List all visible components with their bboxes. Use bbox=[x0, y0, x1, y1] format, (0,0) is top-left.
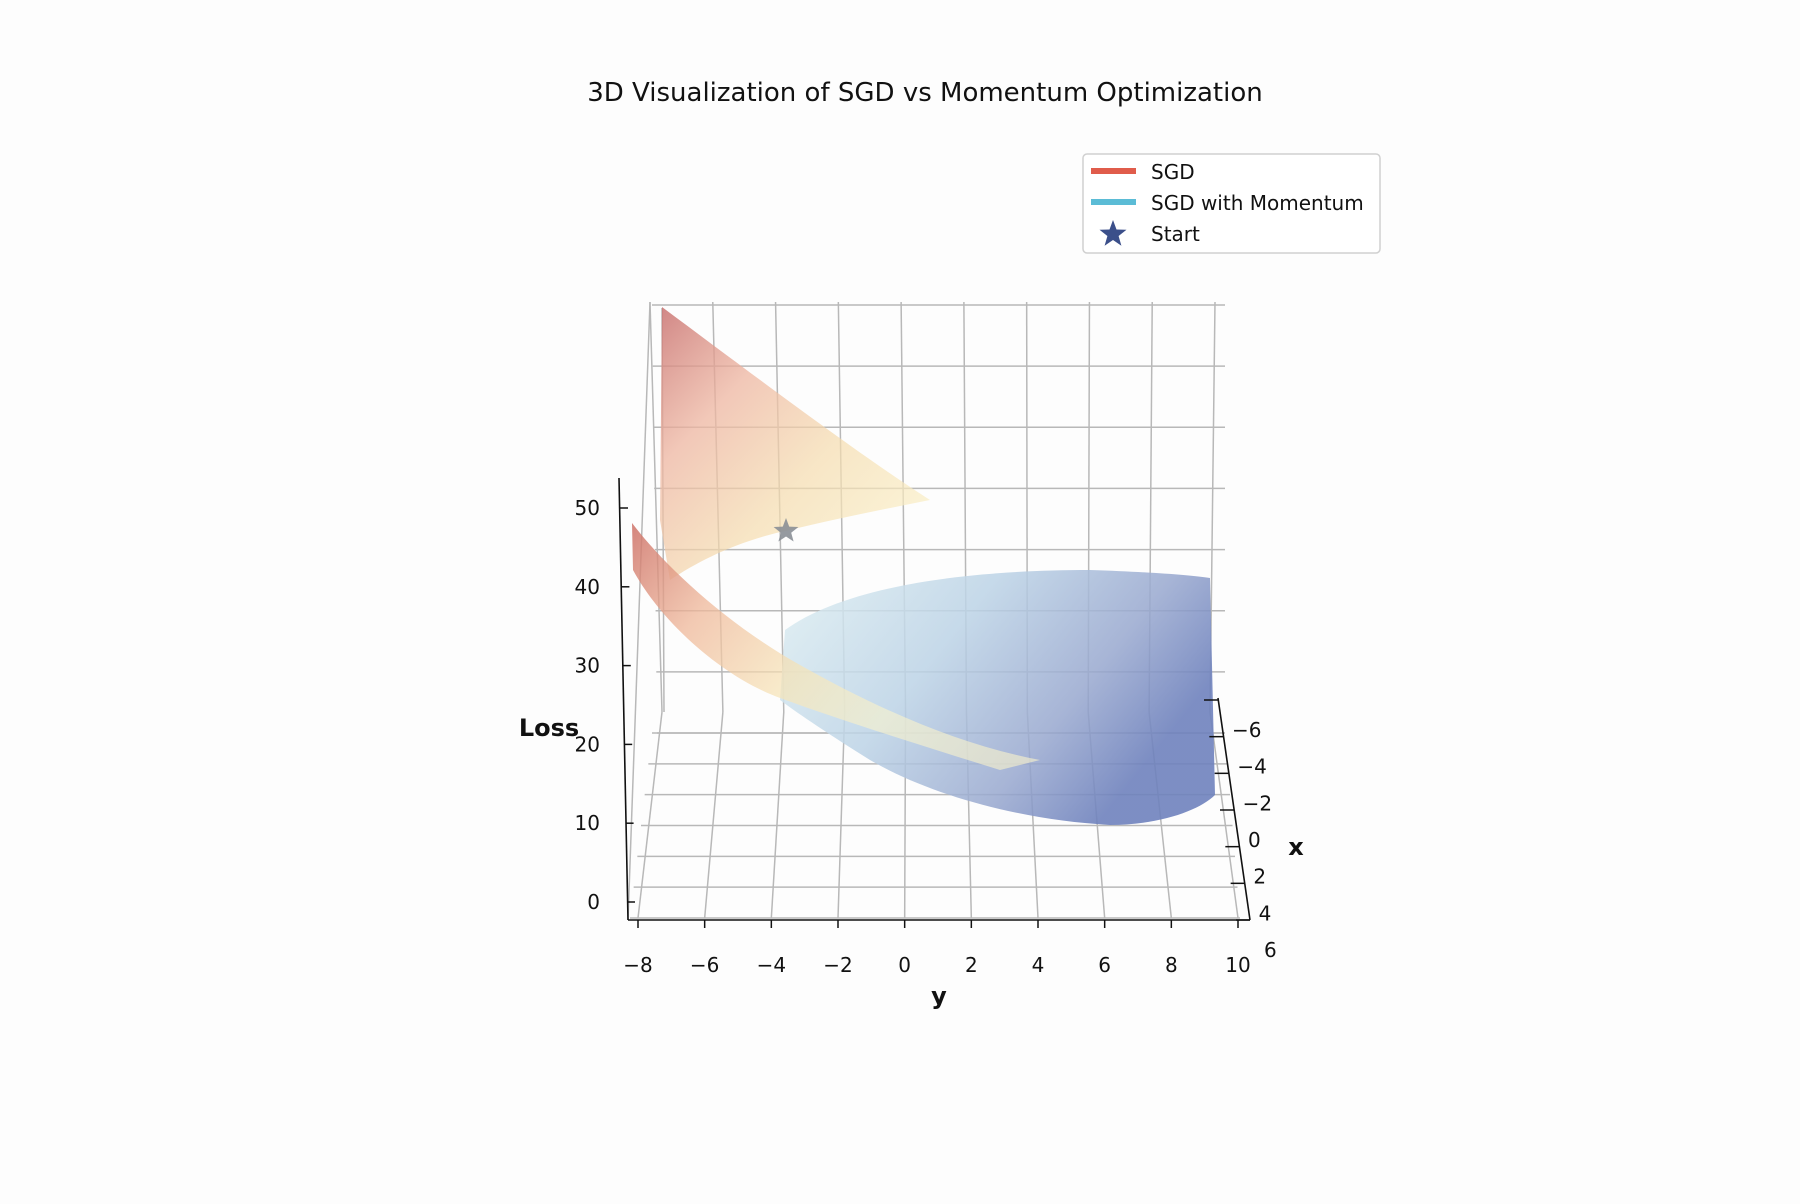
side-pane-edge bbox=[627, 301, 651, 921]
z-axis-label: Loss bbox=[519, 714, 579, 742]
y-ticks: −8 −6 −4 −2 0 2 4 6 8 10 bbox=[623, 920, 1251, 977]
legend: SGD SGD with Momentum Start bbox=[1082, 153, 1381, 254]
y-tick-label: 8 bbox=[1165, 953, 1178, 977]
y-tick-label: 4 bbox=[1032, 953, 1045, 977]
y-tick-label: −6 bbox=[690, 953, 719, 977]
legend-box bbox=[1082, 153, 1381, 254]
x-ticks: −6 −4 −2 0 2 4 6 bbox=[1204, 699, 1277, 962]
x-axis-label: x bbox=[1288, 833, 1304, 861]
x-tick-label: −4 bbox=[1237, 755, 1266, 779]
legend-start-star-icon bbox=[1099, 220, 1127, 246]
z-tick-label: 30 bbox=[575, 654, 600, 678]
y-axis-label: y bbox=[931, 982, 947, 1010]
floor-grid-line bbox=[703, 711, 724, 919]
x-tick-label: −6 bbox=[1232, 718, 1261, 742]
x-tick-label: −2 bbox=[1243, 791, 1272, 815]
legend-start-label: Start bbox=[1151, 222, 1200, 246]
y-tick-label: 0 bbox=[898, 953, 911, 977]
y-tick-label: −8 bbox=[623, 953, 652, 977]
floor-grid-line bbox=[770, 711, 785, 919]
y-tick-label: 10 bbox=[1225, 953, 1250, 977]
legend-sgd-label: SGD bbox=[1151, 160, 1195, 184]
x-tick-label: 6 bbox=[1264, 938, 1277, 962]
y-tick-label: −4 bbox=[757, 953, 786, 977]
z-tick-label: 40 bbox=[575, 575, 600, 599]
momentum-surface bbox=[780, 570, 1215, 825]
z-tick-label: 10 bbox=[575, 811, 600, 835]
y-tick-label: 2 bbox=[965, 953, 978, 977]
legend-momentum-label: SGD with Momentum bbox=[1151, 191, 1364, 215]
x-tick-label: 2 bbox=[1253, 865, 1266, 889]
sgd-surface-lower bbox=[632, 523, 1040, 770]
surfaces bbox=[632, 307, 1215, 825]
z-axis-line bbox=[618, 477, 629, 921]
start-marker-star bbox=[773, 518, 799, 542]
x-tick-label: 0 bbox=[1248, 828, 1261, 852]
z-tick-label: 50 bbox=[575, 496, 600, 520]
back-grid-vline bbox=[649, 301, 663, 713]
floor-grid-line bbox=[637, 711, 663, 919]
x-tick-label: 4 bbox=[1259, 901, 1272, 925]
y-tick-label: 6 bbox=[1098, 953, 1111, 977]
start-marker-group bbox=[773, 518, 799, 542]
y-tick-label: −2 bbox=[823, 953, 852, 977]
z-tick-label: 0 bbox=[587, 890, 600, 914]
chart-title: 3D Visualization of SGD vs Momentum Opti… bbox=[587, 78, 1263, 108]
floor-grid-line bbox=[837, 711, 846, 919]
sgd-surface-upper bbox=[660, 307, 930, 580]
z-tick-label: 20 bbox=[575, 732, 600, 756]
z-ticks: 0 10 20 30 40 50 bbox=[575, 496, 635, 914]
